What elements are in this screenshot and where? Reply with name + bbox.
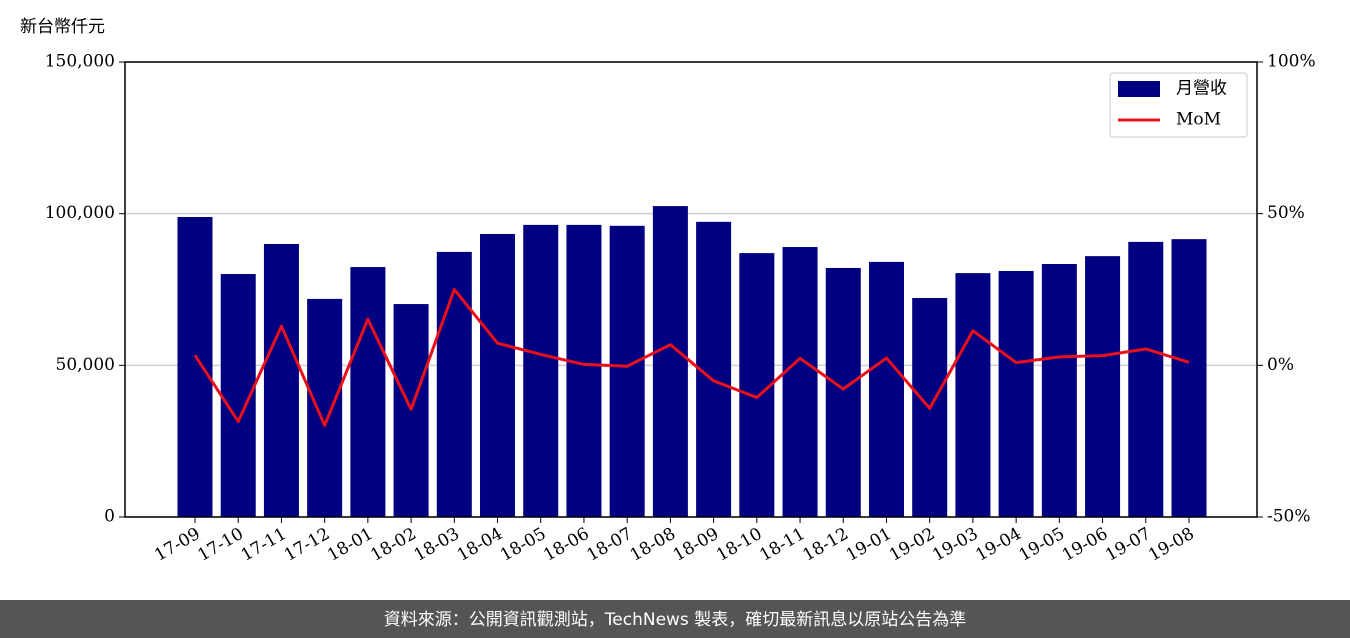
bar xyxy=(480,233,516,518)
legend-swatch xyxy=(1118,81,1160,97)
bar xyxy=(177,217,213,517)
line xyxy=(193,288,1190,427)
x-tick-label: 18-12 xyxy=(800,524,852,566)
bar xyxy=(1171,239,1207,517)
y-axis-label: 新台幣仟元 xyxy=(20,17,105,37)
y-tick-label: 0 xyxy=(104,507,115,527)
bar xyxy=(350,267,386,517)
bar xyxy=(263,244,299,517)
y2-tick-label: -50% xyxy=(1267,507,1311,527)
x-tick-label: 18-02 xyxy=(367,524,419,566)
x-tick-label: 18-01 xyxy=(324,524,376,566)
bar xyxy=(307,298,343,517)
footer-bar xyxy=(0,600,1350,638)
y-tick-label: 50,000 xyxy=(56,355,115,375)
x-tick-label: 19-03 xyxy=(929,524,981,566)
bar xyxy=(436,251,472,518)
bar xyxy=(523,224,559,517)
x-tick-label: 19-02 xyxy=(886,524,938,566)
x-tick-label: 19-07 xyxy=(1102,524,1154,566)
x-tick-label: 18-09 xyxy=(670,524,722,566)
bar xyxy=(1041,264,1077,517)
bar xyxy=(566,224,602,517)
footer-source: 資料來源：公開資訊觀測站，TechNews 製表，確切最新訊息以原站公告為準 xyxy=(384,610,966,630)
bar xyxy=(825,267,861,517)
y2-tick-label: 100% xyxy=(1267,52,1316,72)
x-tick-label: 18-07 xyxy=(583,524,635,566)
x-tick-label: 18-03 xyxy=(411,524,463,566)
x-tick-label: 18-05 xyxy=(497,524,549,566)
bar xyxy=(652,206,688,518)
y2-tick-label: 50% xyxy=(1267,203,1305,223)
x-tick-label: 18-10 xyxy=(713,524,765,566)
bar xyxy=(1085,256,1121,517)
bar xyxy=(609,225,645,518)
bar xyxy=(998,270,1034,517)
x-tick-label: 17-11 xyxy=(238,524,290,566)
x-tick-label: 19-05 xyxy=(1016,524,1068,566)
legend-label: 月營收 xyxy=(1176,79,1227,99)
y-tick-label: 100,000 xyxy=(45,203,115,223)
x-tick-label: 19-01 xyxy=(843,524,895,566)
x-tick-label: 18-06 xyxy=(540,524,592,566)
y2-tick-label: 0% xyxy=(1267,355,1294,375)
legend-label: MoM xyxy=(1176,110,1221,130)
bar xyxy=(955,273,991,517)
x-tick-label: 17-09 xyxy=(151,524,203,566)
x-tick-label: 17-12 xyxy=(281,524,333,566)
bar xyxy=(1128,241,1164,518)
x-tick-label: 18-08 xyxy=(627,524,679,566)
plot-frame xyxy=(124,61,1258,518)
x-tick-label: 19-04 xyxy=(972,524,1024,566)
x-tick-label: 18-11 xyxy=(756,524,808,566)
bar xyxy=(868,261,904,517)
x-tick-label: 19-06 xyxy=(1059,524,1111,566)
y-tick-label: 150,000 xyxy=(45,52,115,72)
x-tick-label: 18-04 xyxy=(454,524,506,566)
bar xyxy=(782,247,818,518)
x-tick-label: 19-08 xyxy=(1145,524,1197,566)
x-tick-label: 17-10 xyxy=(195,524,247,566)
